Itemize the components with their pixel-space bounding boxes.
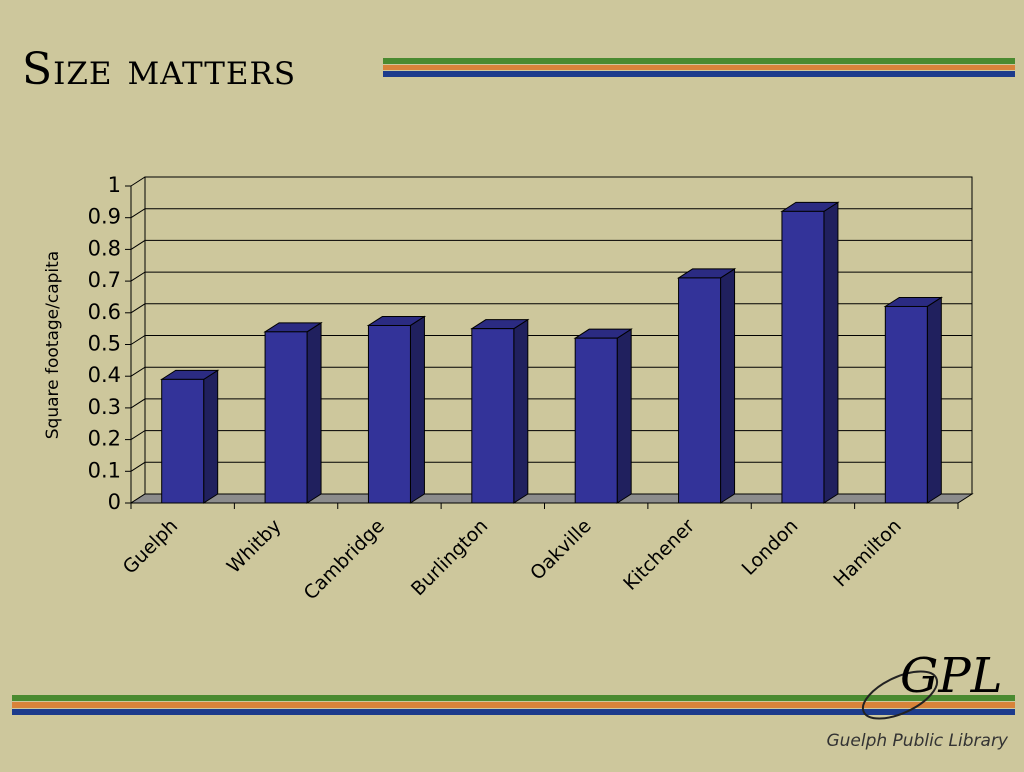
grid-line (130, 271, 972, 282)
y-tick-label: 0.4 (88, 363, 121, 387)
x-tick-label: Hamilton (829, 515, 905, 591)
x-tick-label: London (738, 515, 803, 580)
x-tick-label: Cambridge (300, 515, 389, 604)
bar (781, 210, 825, 504)
logo-caption: Guelph Public Library (826, 731, 1008, 751)
y-tick-label: 1 (108, 173, 121, 197)
x-tick-label: Oakville (526, 515, 596, 585)
grid-line (130, 398, 972, 409)
bar (367, 324, 411, 504)
title-stripes (383, 58, 1015, 77)
grid-line (130, 303, 972, 314)
y-tick-label: 0.2 (88, 427, 121, 451)
logo-mark: GPL (900, 648, 1003, 704)
grid-line (130, 335, 972, 345)
bar (574, 337, 618, 504)
bar-side (409, 315, 425, 504)
bar-side (203, 369, 219, 504)
y-tick-label: 0 (108, 490, 121, 514)
bar-side (926, 296, 942, 504)
x-tick-label: Whitby (223, 515, 286, 578)
y-tick-label: 0.6 (88, 300, 121, 324)
y-tick-label: 0.1 (88, 458, 121, 482)
footer-stripes (12, 695, 1015, 715)
bar (884, 305, 928, 504)
bar-side (306, 321, 322, 504)
bar-side (513, 318, 529, 504)
bar (471, 328, 515, 504)
slide-title: Size matters (22, 44, 296, 95)
bar-side (616, 328, 632, 504)
bar (678, 277, 722, 504)
bar-side (823, 201, 839, 504)
y-tick-label: 0.8 (88, 236, 121, 260)
grid-line (130, 208, 972, 219)
bar (264, 331, 308, 504)
grid-line (130, 461, 972, 472)
bar (161, 378, 205, 504)
x-tick-label: Burlington (407, 515, 492, 600)
plot-floor (129, 493, 974, 504)
grid-line (130, 366, 972, 377)
x-tick-label: Kitchener (619, 515, 699, 595)
grid-line (130, 430, 972, 441)
grid-line (130, 239, 972, 250)
logo: GPL Guelph Public Library (826, 648, 1008, 751)
y-tick-label: 0.7 (88, 268, 121, 292)
grid-line (130, 176, 972, 187)
bar-side (720, 268, 736, 504)
x-tick-label: Guelph (119, 515, 183, 579)
y-tick-label: 0.3 (88, 395, 121, 419)
y-tick-label: 0.9 (88, 205, 121, 229)
y-axis-label: Square footage/capita (43, 251, 63, 439)
y-tick-label: 0.5 (88, 332, 121, 356)
